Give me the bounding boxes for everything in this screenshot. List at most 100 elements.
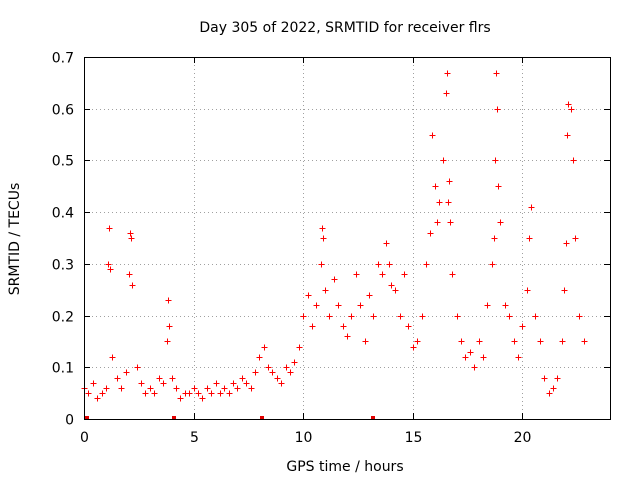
x-tick-label: 5: [190, 430, 199, 446]
data-point: [423, 261, 430, 268]
data-point: [278, 380, 285, 387]
data-point: [234, 385, 241, 392]
data-point: [370, 313, 377, 320]
data-point: [252, 369, 259, 376]
data-gap-marker: [85, 416, 89, 420]
data-point: [446, 178, 453, 185]
data-point: [221, 385, 228, 392]
x-axis-label: GPS time / hours: [286, 459, 403, 475]
data-point: [217, 390, 224, 397]
data-point: [123, 369, 130, 376]
y-tick-label: 0.6: [52, 103, 74, 119]
data-point: [564, 132, 571, 139]
data-point: [340, 323, 347, 330]
data-point: [467, 349, 474, 356]
data-point: [166, 323, 173, 330]
data-point: [99, 390, 106, 397]
data-point: [429, 132, 436, 139]
data-point: [138, 380, 145, 387]
data-point: [331, 276, 338, 283]
data-point: [492, 157, 499, 164]
data-point: [449, 271, 456, 278]
data-point: [489, 261, 496, 268]
data-point: [177, 395, 184, 402]
data-point: [440, 157, 447, 164]
data-point: [256, 354, 263, 361]
data-point: [118, 385, 125, 392]
data-point: [291, 359, 298, 366]
data-point: [576, 313, 583, 320]
data-point: [491, 235, 498, 242]
data-point: [480, 354, 487, 361]
grid: [84, 57, 610, 419]
data-point: [199, 395, 206, 402]
data-gap-marker: [371, 416, 375, 420]
data-point: [186, 390, 193, 397]
data-point: [208, 390, 215, 397]
data-point: [401, 271, 408, 278]
data-point: [493, 70, 500, 77]
data-point: [103, 385, 110, 392]
data-point: [526, 235, 533, 242]
data-point: [397, 313, 404, 320]
data-point: [443, 90, 450, 97]
data-point: [471, 364, 478, 371]
data-point: [126, 271, 133, 278]
data-point: [213, 380, 220, 387]
data-point: [458, 338, 465, 345]
data-point: [445, 199, 452, 206]
data-point: [243, 380, 250, 387]
data-point: [195, 390, 202, 397]
x-tick-label: 15: [405, 430, 423, 446]
data-point: [532, 313, 539, 320]
y-tick-label: 0.3: [52, 258, 74, 274]
y-axis-label: SRMTID / TECUs: [7, 183, 23, 296]
data-point: [515, 354, 522, 361]
data-point: [494, 106, 501, 113]
data-point: [106, 225, 113, 232]
data-point: [313, 302, 320, 309]
data-point: [318, 261, 325, 268]
data-point: [563, 240, 570, 247]
data-point: [524, 287, 531, 294]
data-point: [151, 390, 158, 397]
data-point: [388, 282, 395, 289]
data-point: [128, 235, 135, 242]
data-point: [495, 183, 502, 190]
data-point: [230, 380, 237, 387]
data-point: [269, 369, 276, 376]
data-point: [326, 313, 333, 320]
data-point: [405, 323, 412, 330]
data-point: [348, 313, 355, 320]
y-tick-label: 0.1: [52, 361, 74, 377]
data-point: [109, 354, 116, 361]
x-tick-label: 20: [514, 430, 532, 446]
data-point: [476, 338, 483, 345]
data-point: [432, 183, 439, 190]
data-point: [528, 204, 535, 211]
data-point: [436, 199, 443, 206]
data-point: [156, 375, 163, 382]
chart-title: Day 305 of 2022, SRMTID for receiver flr…: [199, 20, 490, 36]
x-tick-label: 0: [80, 430, 89, 446]
data-point: [462, 354, 469, 361]
data-point: [114, 375, 121, 382]
data-point: [519, 323, 526, 330]
data-point: [204, 385, 211, 392]
data-point: [320, 235, 327, 242]
data-point: [107, 266, 114, 273]
data-point: [322, 287, 329, 294]
data-point: [541, 375, 548, 382]
plot-frame: [84, 57, 611, 420]
data-point: [447, 219, 454, 226]
data-point: [554, 375, 561, 382]
data-point: [379, 271, 386, 278]
data-point: [362, 338, 369, 345]
data-point: [239, 375, 246, 382]
data-points: [81, 70, 588, 402]
data-point: [147, 385, 154, 392]
data-point: [581, 338, 588, 345]
data-point: [568, 106, 575, 113]
data-point: [386, 261, 393, 268]
data-point: [305, 292, 312, 299]
